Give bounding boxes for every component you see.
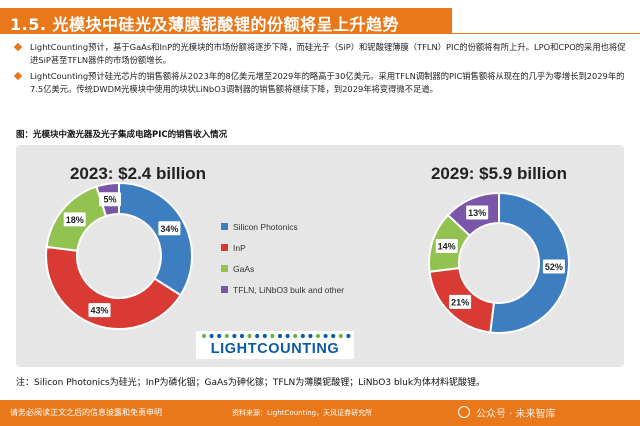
bullet-text: LightCounting预计，基于GaAs和InP的光模块的市场份额将逐步下降… <box>30 42 626 65</box>
logo-dot <box>308 333 313 339</box>
title-bar: 1.5. 光模块中硅光及薄膜铌酸锂的份额将呈上升趋势 <box>0 8 452 34</box>
bullet-text: LightCounting预计硅光芯片的销售额将从2023年的8亿美元增至202… <box>30 71 625 94</box>
legend-label-2: GaAs <box>233 264 254 274</box>
chart-frame: 2023: $2.4 billion 2029: $5.9 billion 34… <box>16 145 624 367</box>
lightcounting-logo: LIGHTCOUNTING <box>196 331 354 359</box>
legend-label-0: Silicon Photonics <box>233 222 298 232</box>
donut-charts: 2023: $2.4 billion 2029: $5.9 billion 34… <box>45 164 570 359</box>
logo-dot <box>323 333 328 339</box>
logo-dot <box>255 333 260 339</box>
donut-2023-label-box-3 <box>99 192 122 207</box>
diamond-bullet-icon <box>13 71 23 81</box>
bullet-list: LightCounting预计，基于GaAs和InP的光模块的市场份额将逐步下降… <box>12 41 630 99</box>
donut-2023-data-label-1: 43% <box>91 306 109 316</box>
watermark-text: 公众号 · 未来智库 <box>476 409 556 420</box>
donut-2023-label-box-2 <box>63 212 86 227</box>
logo-dot <box>277 333 283 339</box>
donut-2029-data-label-1: 21% <box>451 297 469 307</box>
donut-2029-label-box-0 <box>542 259 565 274</box>
logo-dot <box>217 333 222 339</box>
legend-swatch-1 <box>221 244 228 251</box>
bullet-item: LightCounting预计，基于GaAs和InP的光模块的市场份额将逐步下降… <box>12 41 630 66</box>
logo-dot <box>315 333 321 339</box>
bullet-item: LightCounting预计硅光芯片的销售额将从2023年的8亿美元增至202… <box>12 70 630 95</box>
legend: Silicon Photonics InP GaAs TFLN, LiNbO3 bul… <box>221 222 344 295</box>
donut-2023-data-label-2: 18% <box>66 215 84 225</box>
logo-dot <box>285 333 290 339</box>
logo-dot <box>262 333 267 339</box>
footer-bar: 请务必阅读正文之后的信息披露和免责申明 资料来源：LightCounting，天… <box>0 400 640 426</box>
logo-dot <box>201 333 207 339</box>
donut-2029-label-box-2 <box>435 239 458 254</box>
legend-label-1: InP <box>233 243 246 253</box>
logo-dot <box>346 333 351 339</box>
logo-dot <box>239 333 245 339</box>
donut-2023-label-box-1 <box>88 303 111 318</box>
logo-dot <box>270 333 275 339</box>
logo-dot <box>338 333 343 339</box>
source-text: 资料来源：LightCounting，天风证券研究所 <box>232 409 373 417</box>
logo-dot <box>300 333 305 339</box>
donut-2023-data-label-0: 34% <box>160 224 178 234</box>
donut-2029-data-label-0: 52% <box>545 262 563 272</box>
title-rule <box>452 33 640 34</box>
logo-dot <box>293 333 298 339</box>
logo-dot <box>247 333 252 339</box>
logo-dots <box>201 333 351 339</box>
page-title: 1.5. 光模块中硅光及薄膜铌酸锂的份额将呈上升趋势 <box>10 15 399 34</box>
logo-dot <box>209 333 214 339</box>
donut-2023-label-box-0 <box>158 221 181 236</box>
figure-caption: 图：光模块中激光器及光子集成电路PIC的销售收入情况 <box>16 130 228 140</box>
disclaimer-text: 请务必阅读正文之后的信息披露和免责申明 <box>10 408 162 417</box>
logo-dot <box>331 333 336 339</box>
logo-dot <box>224 333 229 339</box>
donut-2029-slice-0 <box>489 191 570 334</box>
donut-2029-label-box-1 <box>449 294 472 309</box>
donut-2023-slice-1 <box>45 245 183 330</box>
donut-2029: 52% 21% 14% 13% <box>428 191 570 334</box>
donut-2023: 34% 43% 18% 5% <box>45 181 193 330</box>
donut-2029-data-label-2: 14% <box>438 242 456 252</box>
chart-title-2029: 2029: $5.9 billion <box>431 164 567 183</box>
donut-2029-label-box-3 <box>466 205 489 220</box>
donut-2023-data-label-3: 5% <box>103 195 116 205</box>
legend-swatch-2 <box>221 265 228 272</box>
chart-title-2023: 2023: $2.4 billion <box>70 164 206 183</box>
donut-2023-slice-0 <box>118 181 193 297</box>
logo-text: LIGHTCOUNTING <box>211 341 340 357</box>
legend-swatch-3 <box>221 286 228 293</box>
donut-2029-data-label-3: 13% <box>468 208 486 218</box>
logo-dot <box>232 333 237 339</box>
legend-swatch-0 <box>221 223 228 230</box>
wechat-icon <box>458 406 470 418</box>
legend-label-3: TFLN, LiNbO3 bulk and other <box>233 285 344 295</box>
diamond-bullet-icon <box>13 42 23 52</box>
footnote: 注：Silicon Photonics为硅光；InP为磷化铟；GaAs为砷化镓；… <box>16 378 486 388</box>
